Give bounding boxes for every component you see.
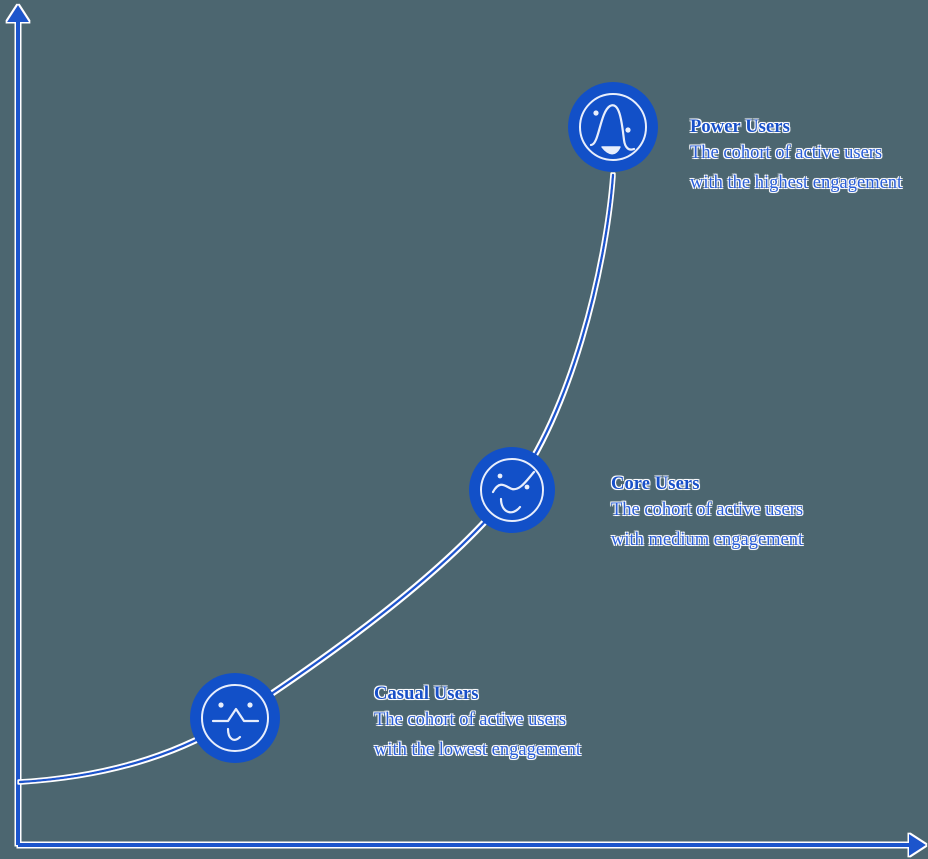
- y-axis-arrow-icon: [7, 5, 29, 22]
- power-users-description: The cohort of active users with the high…: [690, 143, 903, 194]
- core-face-icon: [480, 458, 544, 522]
- power-node-circle[interactable]: [568, 82, 658, 172]
- casual-users-title: Casual Users: [374, 684, 479, 704]
- axes-group: [7, 5, 926, 856]
- node-marker-casual[interactable]: [190, 673, 280, 763]
- x-axis-arrow-icon: [909, 834, 926, 856]
- node-marker-core[interactable]: [469, 447, 555, 533]
- casual-node-circle[interactable]: [190, 673, 280, 763]
- core-users-description: The cohort of active users with medium e…: [611, 500, 804, 551]
- label-block-core: Core Users The cohort of active users wi…: [611, 472, 827, 556]
- casual-users-description: The cohort of active users with the lowe…: [374, 710, 582, 761]
- power-face-icon: [579, 93, 647, 161]
- label-block-casual: Casual Users The cohort of active users …: [374, 682, 586, 766]
- growth-curve: [18, 173, 615, 784]
- label-block-power: Power Users The cohort of active users w…: [690, 115, 918, 199]
- core-users-title: Core Users: [611, 474, 700, 494]
- node-marker-power[interactable]: [568, 82, 658, 172]
- y-axis: [7, 5, 29, 845]
- power-users-title: Power Users: [690, 117, 790, 137]
- x-axis: [18, 834, 926, 856]
- casual-face-icon: [201, 684, 269, 752]
